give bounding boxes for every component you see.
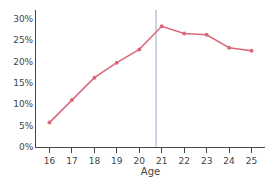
svg-text:15%: 15% [13,78,33,88]
svg-text:0%: 0% [19,142,34,152]
svg-text:25: 25 [246,156,257,166]
svg-text:16: 16 [44,156,56,166]
svg-text:Age: Age [141,166,160,177]
svg-text:21: 21 [156,156,167,166]
svg-text:30%: 30% [13,14,33,24]
svg-text:23: 23 [201,156,212,166]
svg-text:25%: 25% [13,35,33,45]
svg-text:17: 17 [66,156,77,166]
svg-text:20%: 20% [13,57,33,67]
svg-text:20: 20 [134,156,146,166]
svg-text:5%: 5% [19,121,34,131]
svg-text:18: 18 [89,156,101,166]
svg-text:19: 19 [111,156,123,166]
svg-text:10%: 10% [13,99,33,109]
svg-text:24: 24 [223,156,235,166]
svg-text:22: 22 [178,156,189,166]
